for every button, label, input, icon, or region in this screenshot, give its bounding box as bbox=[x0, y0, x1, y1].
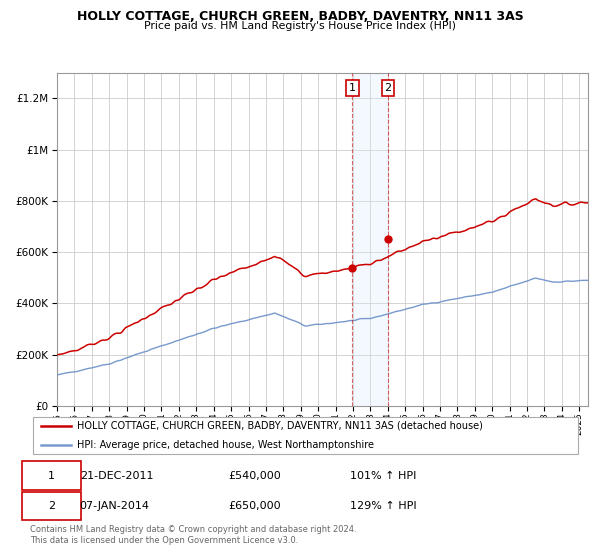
Text: 07-JAN-2014: 07-JAN-2014 bbox=[80, 501, 149, 511]
FancyBboxPatch shape bbox=[33, 417, 578, 454]
Text: Contains HM Land Registry data © Crown copyright and database right 2024.
This d: Contains HM Land Registry data © Crown c… bbox=[30, 525, 356, 545]
Text: HOLLY COTTAGE, CHURCH GREEN, BADBY, DAVENTRY, NN11 3AS: HOLLY COTTAGE, CHURCH GREEN, BADBY, DAVE… bbox=[77, 10, 523, 23]
FancyBboxPatch shape bbox=[22, 492, 82, 520]
Text: 21-DEC-2011: 21-DEC-2011 bbox=[80, 470, 153, 480]
Text: 1: 1 bbox=[349, 83, 356, 93]
Text: 2: 2 bbox=[385, 83, 392, 93]
Text: Price paid vs. HM Land Registry's House Price Index (HPI): Price paid vs. HM Land Registry's House … bbox=[144, 21, 456, 31]
Text: £540,000: £540,000 bbox=[229, 470, 281, 480]
Text: HPI: Average price, detached house, West Northamptonshire: HPI: Average price, detached house, West… bbox=[77, 440, 374, 450]
Text: £650,000: £650,000 bbox=[229, 501, 281, 511]
Text: HOLLY COTTAGE, CHURCH GREEN, BADBY, DAVENTRY, NN11 3AS (detached house): HOLLY COTTAGE, CHURCH GREEN, BADBY, DAVE… bbox=[77, 421, 483, 431]
Text: 129% ↑ HPI: 129% ↑ HPI bbox=[350, 501, 417, 511]
Bar bbox=[352, 73, 388, 406]
Text: 101% ↑ HPI: 101% ↑ HPI bbox=[350, 470, 416, 480]
Text: 1: 1 bbox=[48, 470, 55, 480]
FancyBboxPatch shape bbox=[22, 461, 82, 489]
Text: 2: 2 bbox=[48, 501, 55, 511]
